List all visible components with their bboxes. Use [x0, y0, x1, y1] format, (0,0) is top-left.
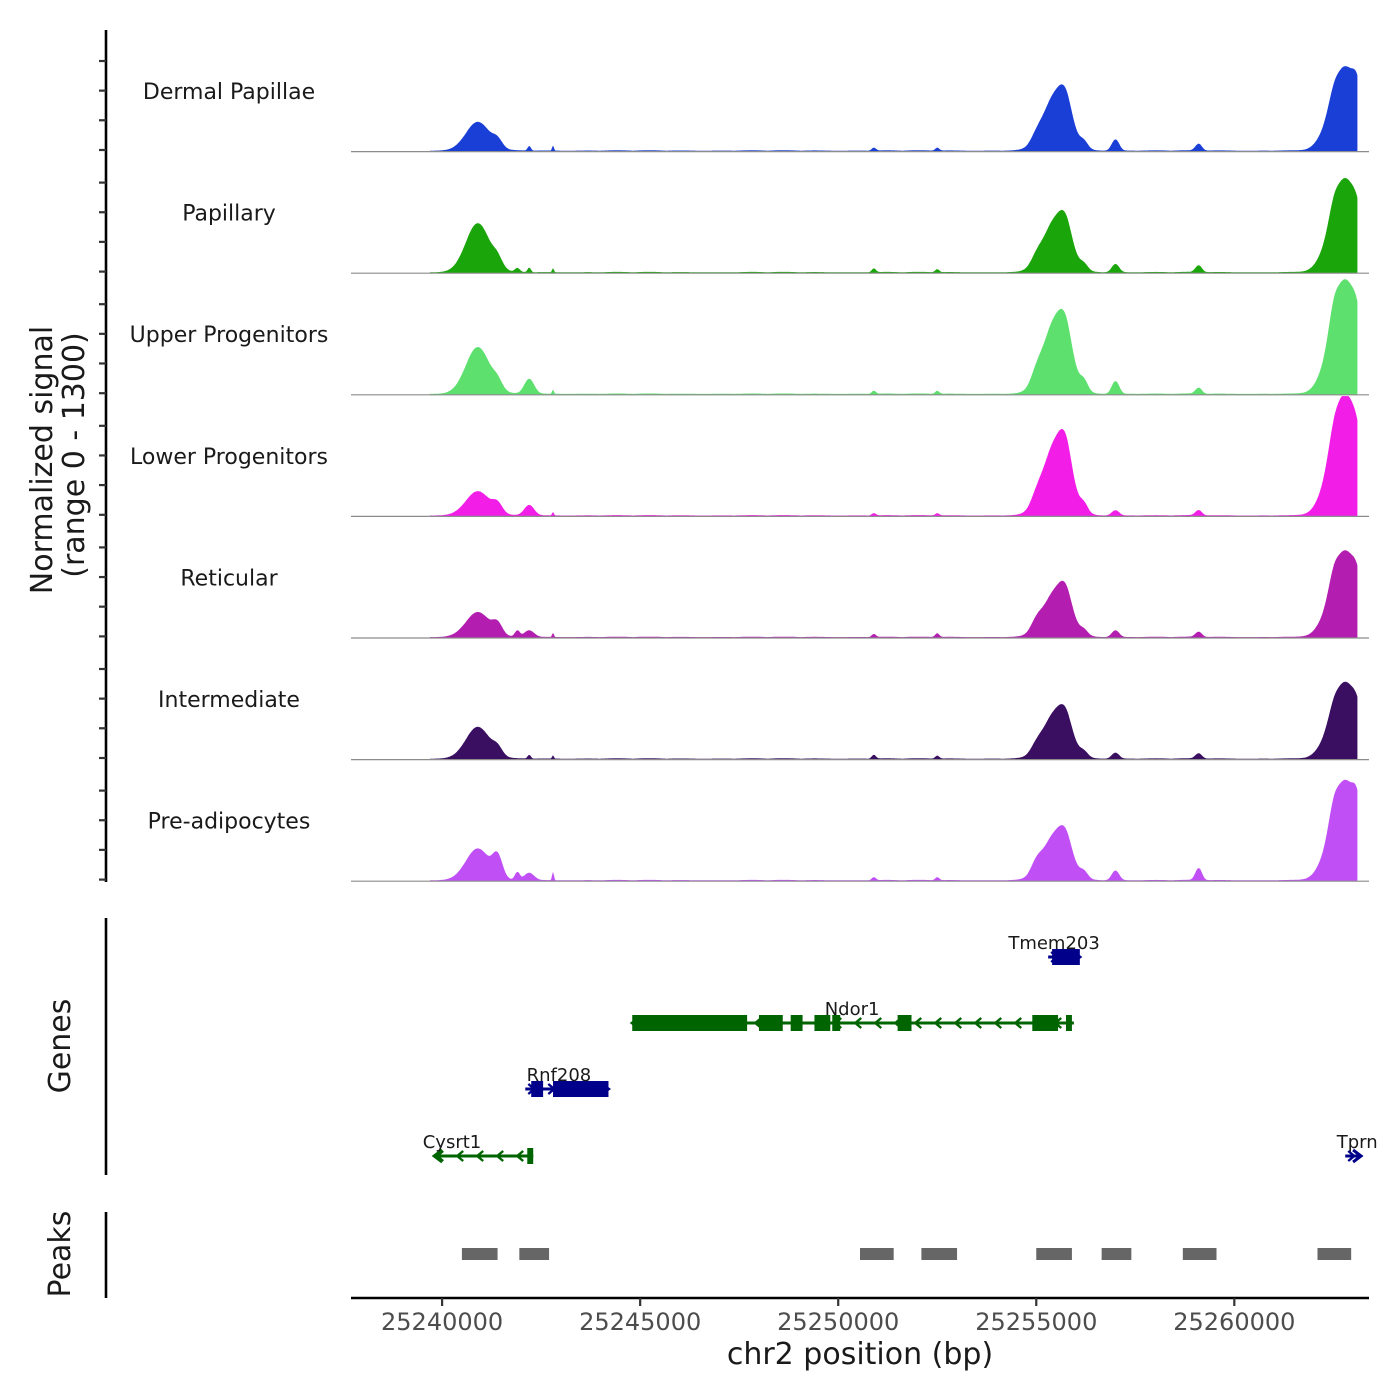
peak-region-track: [461, 1248, 1352, 1260]
track-papillary: Papillary: [182, 177, 1369, 274]
strand-arrow: [1347, 1150, 1357, 1162]
gene-exon: [632, 1015, 748, 1031]
x-axis-ticks: 25240000 25245000 25250000 25255000 25260000: [381, 1298, 1295, 1336]
track-pre-adipocytes: Pre-adipocytes: [148, 779, 1369, 882]
track-reticular: Reticular: [180, 550, 1369, 639]
signal-area: [429, 779, 1358, 882]
strand-arrow: [515, 1150, 524, 1162]
peak-region: [1182, 1248, 1217, 1260]
y-axis-title-line2: (range 0 - 1300): [57, 332, 92, 578]
x-tick-label: 25240000: [381, 1308, 503, 1336]
track-label: Intermediate: [158, 688, 300, 713]
gene-label: Rnf208: [527, 1065, 592, 1086]
strand-arrow: [853, 1017, 863, 1029]
strand-arrow-head: [1352, 1148, 1364, 1164]
gene-cysrt1: Cysrt1: [423, 1132, 534, 1164]
gene-exon: [527, 1148, 534, 1164]
peak-region: [519, 1248, 550, 1260]
signal-area: [429, 279, 1358, 396]
x-tick-label: 25255000: [975, 1308, 1097, 1336]
gene-exon: [832, 1015, 841, 1031]
gene-tprn: Tprn: [1336, 1132, 1378, 1164]
strand-arrow-head: [431, 1148, 444, 1164]
gene-rnf208: Rnf208: [525, 1065, 611, 1097]
strand-arrow: [1013, 1017, 1023, 1029]
track-upper-progenitors: Upper Progenitors: [130, 279, 1369, 396]
gene-label: Cysrt1: [423, 1132, 482, 1153]
y-axis-title-line1: Normalized signal: [25, 326, 60, 594]
peaks-panel-label: Peaks: [43, 1211, 78, 1298]
signal-area: [429, 66, 1358, 152]
strand-arrow: [933, 1017, 943, 1029]
track-label: Pre-adipocytes: [148, 810, 311, 835]
signal-area: [429, 396, 1358, 517]
gene-exon: [1032, 1015, 1059, 1031]
gene-tmem203: Tmem203: [1007, 933, 1100, 965]
peak-region: [1101, 1248, 1132, 1260]
track-label: Papillary: [182, 202, 276, 227]
track-label: Upper Progenitors: [130, 323, 329, 348]
gene-exon: [758, 1015, 783, 1031]
track-lower-progenitors: Lower Progenitors: [130, 396, 1369, 518]
strand-arrow: [495, 1150, 504, 1162]
track-intermediate: Intermediate: [158, 681, 1369, 761]
strand-arrow: [435, 1150, 444, 1162]
strand-arrow: [475, 1150, 484, 1162]
gene-exon: [531, 1081, 544, 1097]
x-tick-label: 25250000: [777, 1308, 899, 1336]
peak-region: [1036, 1248, 1072, 1260]
strand-arrow: [873, 1017, 883, 1029]
gene-exon: [897, 1015, 912, 1031]
gene-exon: [1065, 1015, 1072, 1031]
gene-label: Tmem203: [1007, 933, 1100, 954]
peak-region: [921, 1248, 958, 1260]
track-label: Dermal Papillae: [143, 80, 315, 105]
track-label: Reticular: [180, 566, 278, 591]
signal-area: [429, 550, 1358, 639]
track-dermal-papillae: Dermal Papillae: [143, 66, 1369, 153]
coverage-tracks: Dermal Papillae Papillary Upper Progenitor…: [130, 66, 1369, 882]
track-label: Lower Progenitors: [130, 445, 328, 470]
strand-arrow: [953, 1017, 963, 1029]
peak-region: [860, 1248, 894, 1260]
signal-area: [429, 681, 1358, 760]
genes-panel-label: Genes: [43, 999, 78, 1094]
strand-arrow: [993, 1017, 1003, 1029]
peak-region: [1317, 1248, 1352, 1260]
gene-label: Ndor1: [825, 999, 880, 1020]
gene-exon: [1052, 949, 1080, 965]
gene-ndor1: Ndor1: [629, 999, 1074, 1031]
x-tick-label: 25245000: [579, 1308, 701, 1336]
gene-label: Tprn: [1336, 1132, 1378, 1153]
gene-exon: [814, 1015, 831, 1031]
strand-arrow: [973, 1017, 983, 1029]
signal-area: [429, 177, 1358, 274]
strand-arrow: [913, 1017, 923, 1029]
strand-arrow: [455, 1150, 464, 1162]
gene-annotation-track: Tmem203 Ndor1 Rnf208 Cysrt1 Tprn: [423, 933, 1378, 1164]
y-axis-ticks: [99, 59, 106, 881]
gene-exon: [553, 1081, 609, 1097]
x-axis-title: chr2 position (bp): [727, 1337, 993, 1372]
gene-exon: [790, 1015, 803, 1031]
peak-region: [461, 1248, 498, 1260]
x-tick-label: 25260000: [1173, 1308, 1295, 1336]
